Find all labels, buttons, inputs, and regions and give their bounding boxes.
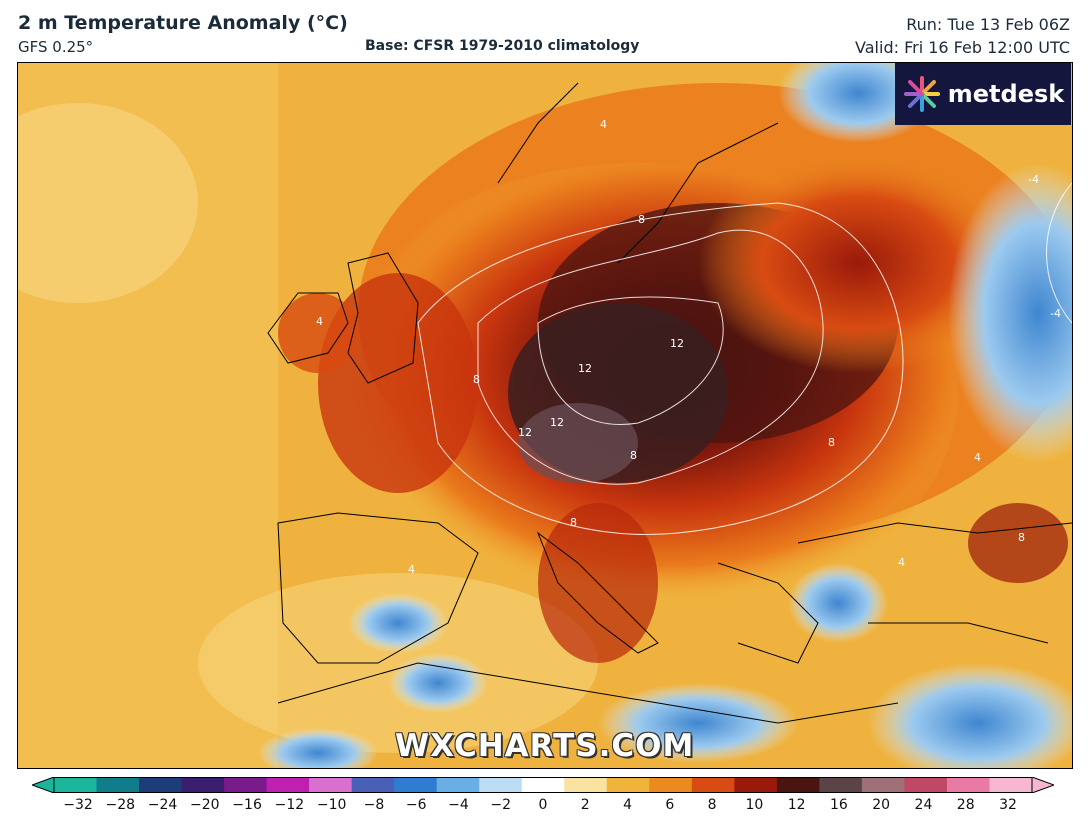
colorbar-tick-label: 28 xyxy=(956,797,975,813)
colorbar-segment xyxy=(139,777,183,793)
colorbar-tick-label: 2 xyxy=(580,797,590,813)
contour-label: 4 xyxy=(408,563,415,576)
colorbar-tick-label: 32 xyxy=(999,797,1017,813)
colorbar-segment xyxy=(904,777,948,793)
colorbar-tick-label: 4 xyxy=(623,797,632,813)
metdesk-burst-icon xyxy=(903,76,940,112)
colorbar-tick-label: 8 xyxy=(707,797,717,813)
contour-label: 4 xyxy=(974,451,981,464)
anomaly-map: 4 4 8 8 12 12 12 12 8 8 4 -4 -4 8 4 8 4 xyxy=(17,62,1073,769)
colorbar-segment xyxy=(691,777,735,793)
contour-label: 4 xyxy=(898,556,905,569)
colorbar-tick-label: 6 xyxy=(665,797,675,813)
contour-label: -4 xyxy=(1050,307,1061,320)
contour-label: 8 xyxy=(1018,531,1025,544)
colorbar-tick-label: −4 xyxy=(448,797,469,813)
colorbar-tick-label: 16 xyxy=(829,797,848,813)
contour-label: 8 xyxy=(570,516,577,529)
colorbar-tick-label: 0 xyxy=(538,797,548,813)
metdesk-logo: metdesk xyxy=(895,63,1071,125)
contour-label: 8 xyxy=(473,373,480,386)
colorbar-tick-label: −28 xyxy=(105,797,136,813)
colorbar-tick-label: 12 xyxy=(787,797,806,813)
colorbar-min-arrow xyxy=(32,777,55,793)
contour-label: 8 xyxy=(638,213,645,226)
colorbar-segment xyxy=(394,777,438,793)
valid-time-label: Valid: Fri 16 Feb 12:00 UTC xyxy=(855,38,1070,57)
contour-label: 12 xyxy=(518,426,532,439)
colorbar-tick-label: 10 xyxy=(745,797,764,813)
colorbar xyxy=(32,777,1054,793)
colorbar-segment xyxy=(946,777,990,793)
contour-label: 4 xyxy=(316,315,323,328)
colorbar-segment xyxy=(266,777,310,793)
watermark: WXCHARTS.COM xyxy=(395,728,695,764)
colorbar-segment xyxy=(436,777,480,793)
colorbar-segment xyxy=(819,777,863,793)
colorbar-segment xyxy=(606,777,650,793)
colorbar-tick-label: −8 xyxy=(363,797,385,813)
colorbar-tick-label: −12 xyxy=(274,797,305,813)
chart-title: 2 m Temperature Anomaly (°C) xyxy=(18,12,348,34)
colorbar-segment xyxy=(989,777,1033,793)
run-time-label: Run: Tue 13 Feb 06Z xyxy=(906,15,1070,34)
colorbar-segment xyxy=(224,777,268,793)
colorbar-tick-label: −16 xyxy=(232,797,262,813)
colorbar-segment xyxy=(521,777,565,793)
colorbar-segment xyxy=(96,777,140,793)
contour-label: 8 xyxy=(828,436,835,449)
colorbar-segment xyxy=(564,777,608,793)
colorbar-tick-label: −10 xyxy=(316,797,347,813)
colorbar-max-arrow xyxy=(1031,777,1054,793)
colorbar-tick-label: −24 xyxy=(147,797,178,813)
colorbar-tick-label: −32 xyxy=(63,797,93,813)
contour-label: 12 xyxy=(550,416,564,429)
colorbar-tick-label: 20 xyxy=(872,797,891,813)
colorbar-segment xyxy=(776,777,820,793)
colorbar-frame xyxy=(53,777,1033,793)
contour-label: 12 xyxy=(670,337,684,350)
contour-label: 12 xyxy=(578,362,592,375)
model-label: GFS 0.25° xyxy=(18,38,94,56)
colorbar-segment xyxy=(351,777,395,793)
contour-label: 8 xyxy=(630,449,637,462)
colorbar-tick-label: −20 xyxy=(190,797,220,813)
colorbar-tick-label: −6 xyxy=(405,797,427,813)
colorbar-segment xyxy=(861,777,905,793)
colorbar-tick-label: −2 xyxy=(490,797,512,813)
logo-text: metdesk xyxy=(947,80,1065,108)
colorbar-segment xyxy=(734,777,778,793)
anomaly-map-graphic: 4 4 8 8 12 12 12 12 8 8 4 -4 -4 8 4 8 4 xyxy=(18,63,1072,768)
contour-label: -4 xyxy=(1028,173,1039,186)
contour-label: 4 xyxy=(600,118,607,131)
colorbar-segment xyxy=(54,777,98,793)
climatology-base-label: Base: CFSR 1979-2010 climatology xyxy=(365,38,640,54)
colorbar-segment xyxy=(309,777,353,793)
colorbar-segment xyxy=(181,777,225,793)
colorbar-segment xyxy=(479,777,523,793)
colorbar-tick-label: 24 xyxy=(914,797,933,813)
colorbar-segment xyxy=(649,777,693,793)
